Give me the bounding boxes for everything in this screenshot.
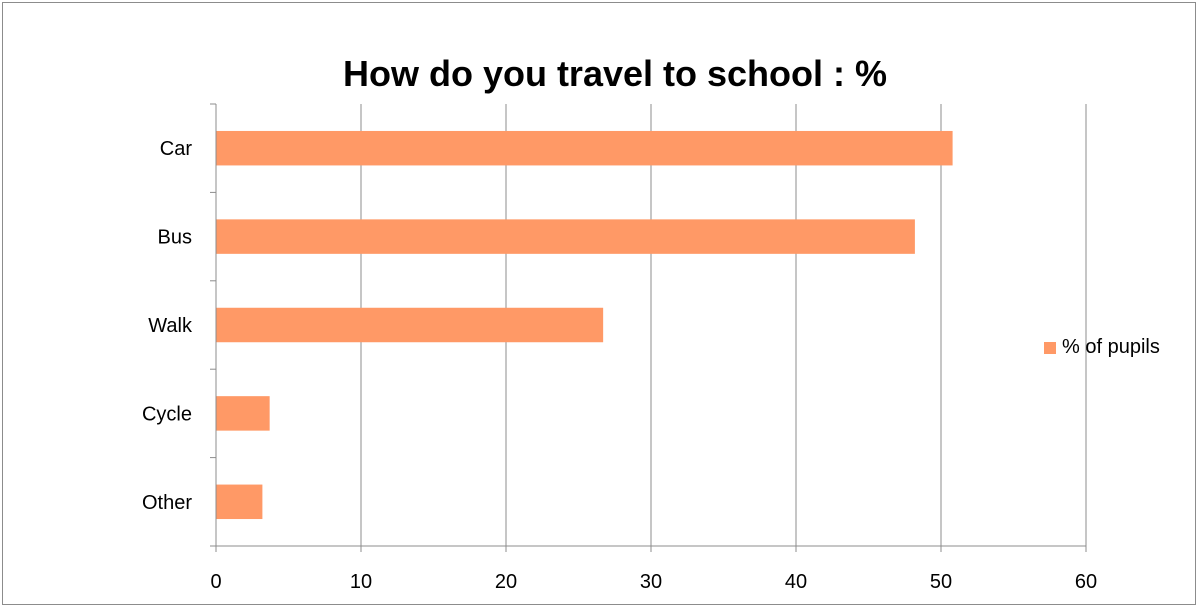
x-tick-label-40: 40 bbox=[785, 571, 807, 593]
legend-label: % of pupils bbox=[1062, 336, 1160, 358]
legend: % of pupils bbox=[1044, 336, 1160, 358]
x-tick-label-0: 0 bbox=[210, 571, 221, 593]
chart-title: How do you travel to school : % bbox=[343, 53, 887, 94]
x-tick-label-10: 10 bbox=[350, 571, 372, 593]
y-category-label-other: Other bbox=[142, 492, 192, 514]
bar-cycle bbox=[216, 396, 270, 431]
x-tick-label-60: 60 bbox=[1075, 571, 1097, 593]
bars bbox=[216, 130, 953, 520]
axes: 0 10 20 30 40 50 60 Car Bus Walk Cycle Other bbox=[142, 103, 1097, 593]
x-tick-label-20: 20 bbox=[495, 571, 517, 593]
y-category-label-car: Car bbox=[160, 138, 193, 160]
bar-car bbox=[216, 130, 953, 166]
legend-swatch bbox=[1044, 342, 1056, 354]
bar-walk bbox=[216, 307, 604, 343]
x-tick-label-30: 30 bbox=[640, 571, 662, 593]
y-category-label-walk: Walk bbox=[148, 315, 193, 337]
y-category-label-cycle: Cycle bbox=[142, 403, 192, 425]
bar-bus bbox=[216, 219, 915, 254]
x-tick-label-50: 50 bbox=[930, 571, 952, 593]
bar-other bbox=[216, 484, 263, 520]
y-category-label-bus: Bus bbox=[158, 227, 192, 249]
gridlines bbox=[360, 104, 1087, 546]
